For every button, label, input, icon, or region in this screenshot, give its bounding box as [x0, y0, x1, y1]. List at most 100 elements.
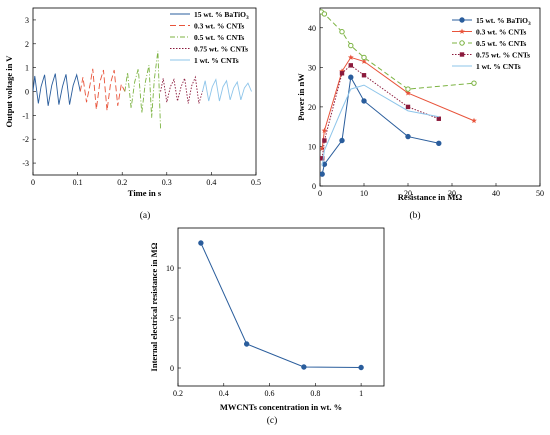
x-axis-label: MWCNTs concentration in wt. %: [220, 402, 342, 412]
legend-entry-text: 0.75 wt. % CNTs: [476, 50, 530, 59]
legend-entry-text: 1 wt. % CNTs: [194, 56, 239, 65]
x-tick-label: 0: [318, 189, 322, 198]
x-tick-label: 0.2: [173, 389, 183, 398]
series-2: [320, 54, 477, 151]
data-point: [339, 68, 345, 74]
legend-entry-text: 0.75 wt. % CNTs: [194, 44, 248, 53]
data-point: [301, 364, 307, 370]
legend-entry-text: 0.5 wt. % CNTs: [476, 39, 526, 48]
data-point: [361, 98, 367, 104]
data-point: [405, 133, 411, 140]
series-line: [202, 78, 252, 102]
data-point: [361, 73, 367, 78]
data-point: [321, 127, 328, 134]
legend-entry: 0.75 wt. % CNTs: [194, 44, 248, 53]
y-tick-label: 0: [170, 364, 174, 373]
legend-entry: 0.3 wt. % CNTs: [476, 27, 526, 36]
series-1: [320, 74, 442, 177]
y-axis-label: Internal electrical resistance in MΩ: [149, 242, 159, 371]
x-tick-label: 0.8: [310, 389, 320, 398]
data-point: [339, 137, 345, 144]
data-point: [348, 74, 354, 80]
y-tick-label: 20: [308, 103, 316, 112]
series-3: [320, 9, 477, 92]
series-1: [198, 240, 364, 371]
legend-marker: [459, 17, 465, 23]
y-axis-label: Power in nW: [296, 73, 306, 121]
legend-entry: 0.75 wt. % CNTs: [476, 50, 530, 59]
legend-entry-text: 15 wt. % BaTiO: [476, 16, 528, 25]
y-axis-label: Output voltage in V: [4, 55, 14, 128]
x-tick-label: 10: [360, 189, 368, 198]
legend-entry-text: 15 wt. % BaTiO: [194, 10, 246, 19]
y-tick-label: 0: [312, 182, 316, 191]
y-tick-label: -1: [22, 111, 29, 120]
y-tick-label: 3: [25, 16, 29, 25]
data-point: [347, 54, 354, 60]
series-2: [79, 68, 126, 111]
data-point: [339, 71, 345, 76]
y-tick-label: -2: [22, 135, 29, 144]
series-line: [321, 11, 475, 90]
legend-marker: [459, 28, 465, 34]
y-tick-label: 5: [170, 314, 174, 323]
legend-entry: 15 wt. % BaTiO3: [194, 10, 249, 21]
legend-entry: 0.5 wt. % CNTs: [194, 33, 244, 42]
panel-caption: (a): [140, 210, 151, 221]
x-tick-label: 50: [536, 189, 544, 198]
legend-entry-text: 1 wt. % CNTs: [476, 62, 521, 71]
data-point: [320, 156, 325, 161]
data-point: [198, 240, 204, 246]
x-axis-label: Time in s: [128, 188, 162, 198]
data-point: [348, 42, 354, 49]
y-tick-label: 10: [308, 142, 316, 151]
legend-entry: 15 wt. % BaTiO3: [476, 16, 531, 27]
data-point: [436, 116, 441, 121]
data-point: [361, 58, 367, 64]
series-line: [200, 242, 362, 368]
y-tick-label: 10: [166, 264, 174, 273]
data-point: [348, 63, 353, 68]
x-tick-label: 0.2: [117, 178, 127, 187]
series-line: [124, 50, 162, 130]
chart-panel-b: 0 10 20 30 40 50 0 10 20 30 40 Resistance in MΩ Powe…: [296, 7, 544, 202]
legend-entry: 1 wt. % CNTs: [476, 62, 521, 71]
y-tick-label: 1: [25, 64, 29, 73]
data-point: [322, 138, 327, 143]
x-axis-label: Resistance in MΩ: [398, 192, 463, 202]
y-tick-label: 30: [308, 63, 316, 72]
x-tick-label: 0.4: [206, 178, 216, 187]
series-line: [321, 75, 439, 175]
legend-entry-subscript: 3: [528, 21, 531, 27]
legend-entry-subscript: 3: [246, 15, 249, 21]
legend-marker: [459, 52, 465, 57]
series-line: [321, 84, 439, 167]
legend-entry: 0.3 wt. % CNTs: [194, 21, 244, 30]
data-point: [471, 117, 477, 124]
series-4: [320, 63, 441, 161]
legend-entry: 0.5 wt. % CNTs: [476, 39, 526, 48]
panel-caption: (b): [409, 210, 420, 221]
x-tick-label: 0.1: [73, 178, 83, 187]
series-5: [321, 84, 439, 167]
series-1: [33, 73, 81, 106]
legend-entry-text: 0.3 wt. % CNTs: [194, 21, 244, 30]
data-point: [436, 140, 442, 146]
data-point: [320, 145, 326, 151]
legend-entry-text: 0.5 wt. % CNTs: [194, 33, 244, 42]
y-tick-label: 2: [25, 40, 29, 49]
x-tick-label: 30: [448, 189, 456, 198]
y-tick-label: 0: [25, 88, 29, 97]
x-tick-label: 40: [492, 189, 500, 198]
legend-entry: 1 wt. % CNTs: [194, 56, 239, 65]
plot-frame: [177, 227, 385, 387]
data-point: [320, 171, 325, 177]
data-point: [471, 80, 477, 86]
x-tick-label: 20: [404, 189, 412, 198]
series-line: [160, 75, 203, 104]
data-point: [405, 104, 411, 110]
x-tick-label: 0.5: [251, 178, 261, 187]
